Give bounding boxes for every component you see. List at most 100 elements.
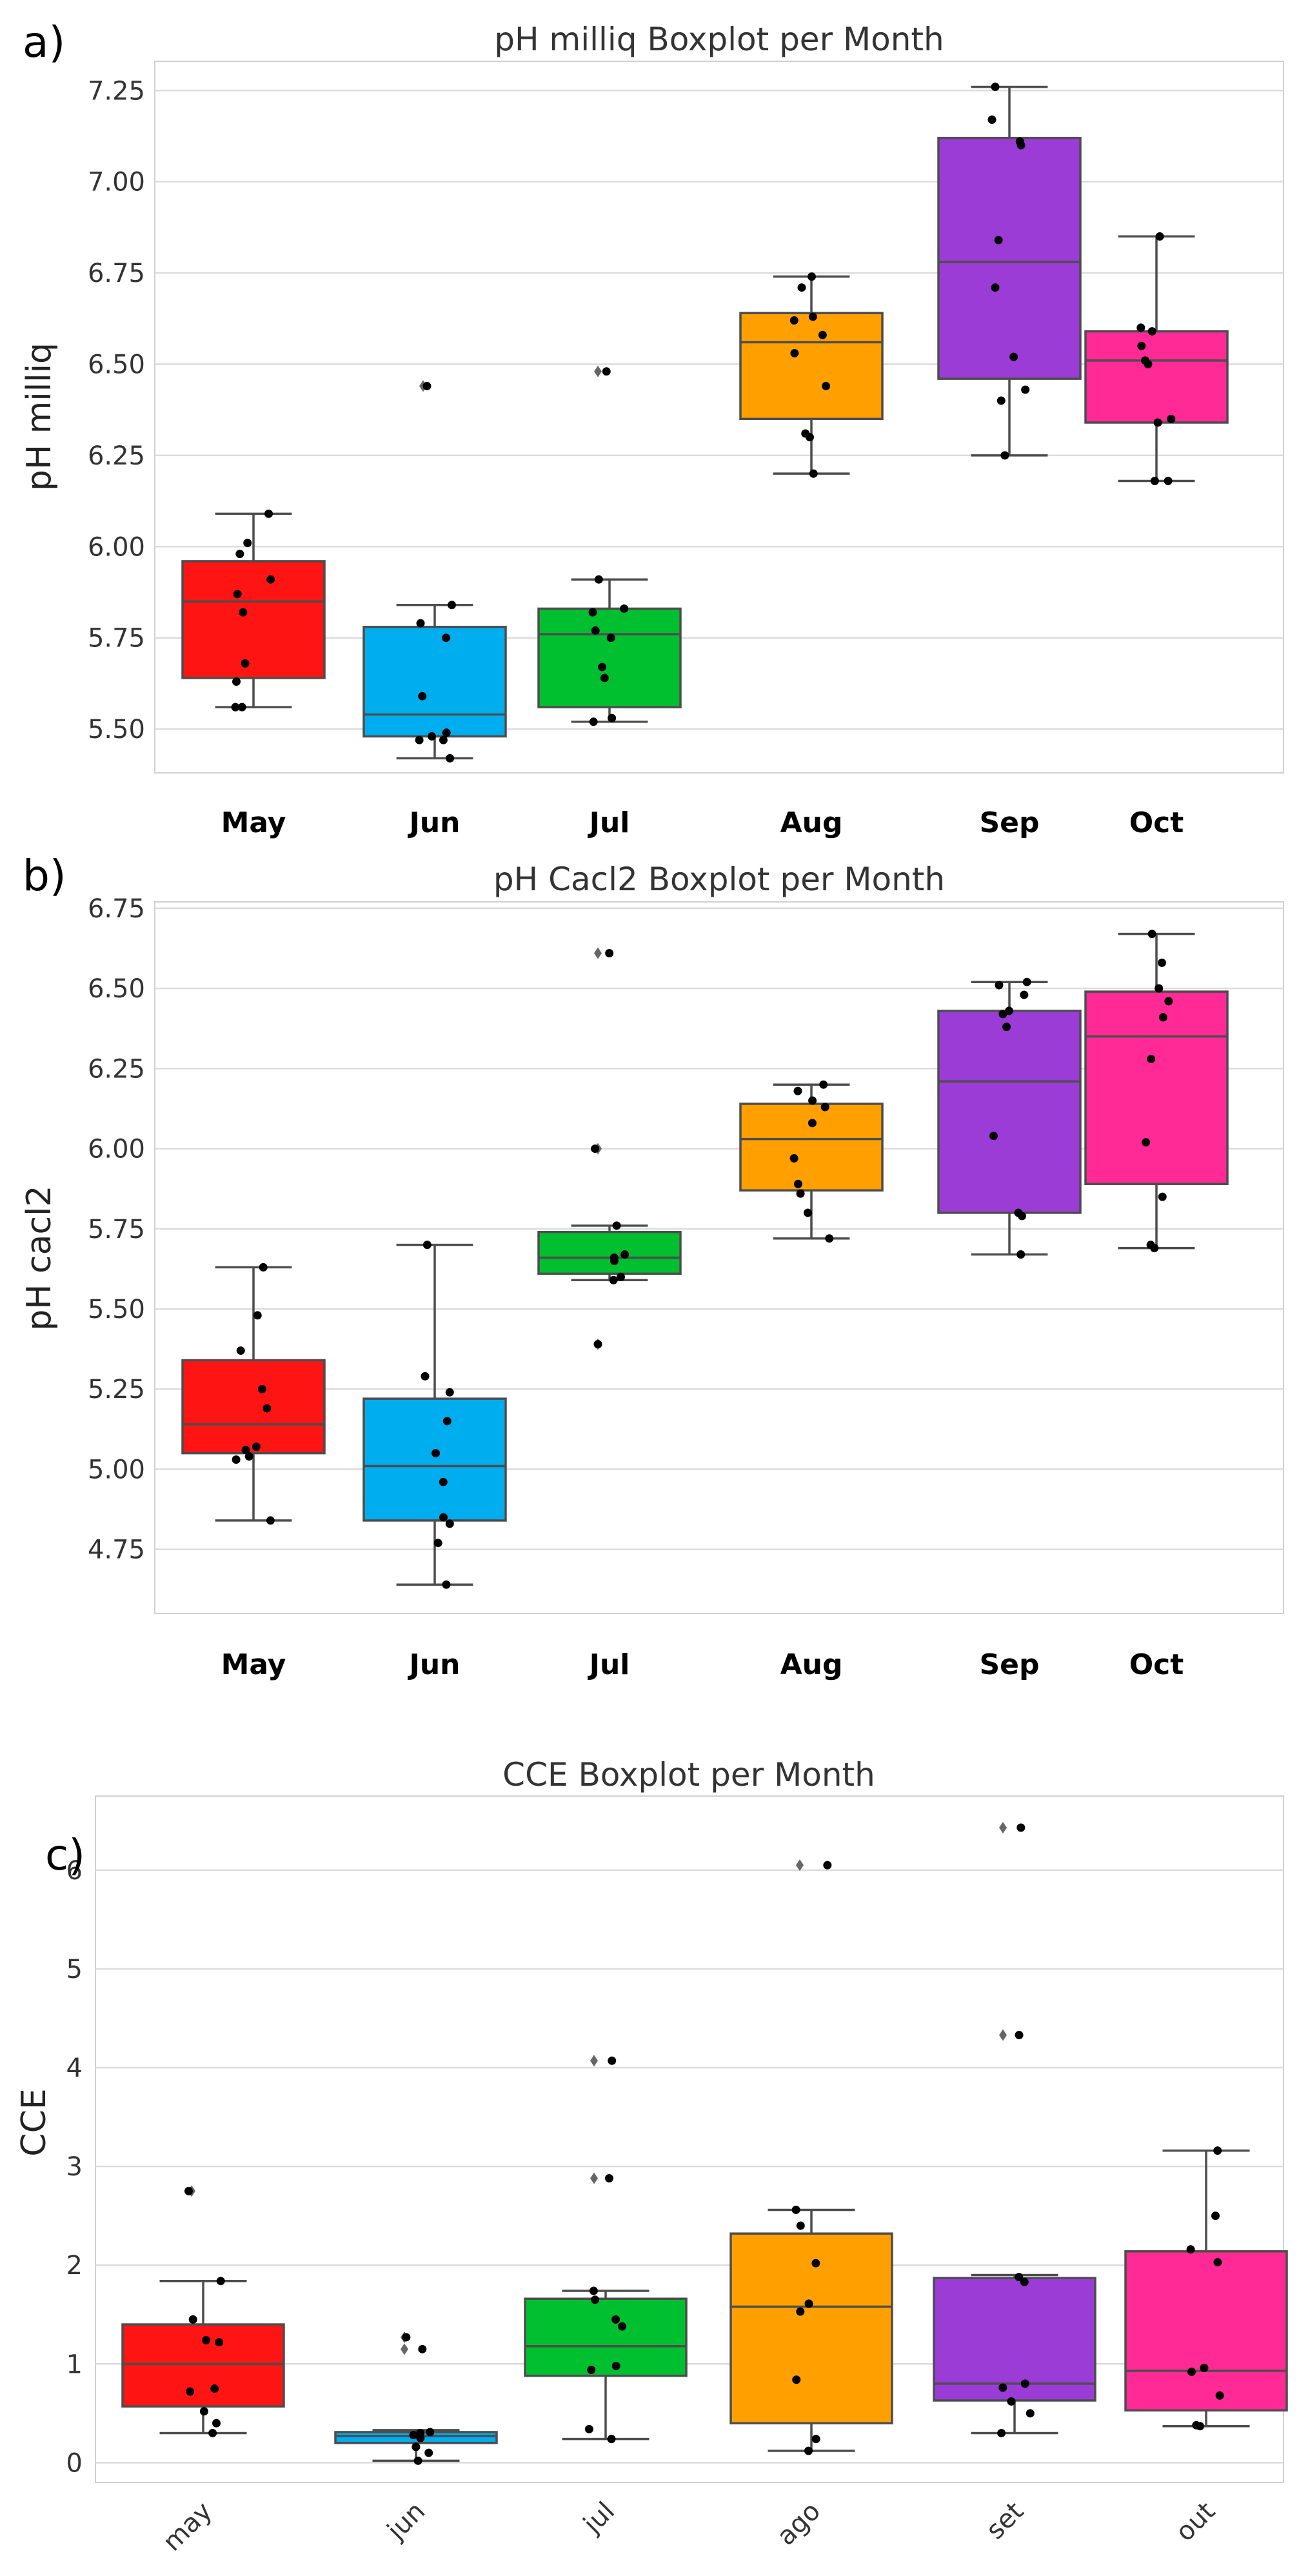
- data-point: [608, 714, 617, 723]
- data-point: [589, 717, 598, 726]
- data-point: [796, 2307, 805, 2316]
- data-point: [212, 2419, 221, 2428]
- data-point: [803, 1208, 812, 1217]
- data-point: [1153, 418, 1162, 427]
- data-point: [188, 2315, 197, 2324]
- data-point: [1015, 137, 1024, 146]
- data-point: [997, 2428, 1006, 2437]
- data-point: [1213, 2258, 1222, 2267]
- data-point: [994, 235, 1003, 245]
- box-may: [121, 2323, 285, 2408]
- x-tick-label: Oct: [1129, 806, 1184, 839]
- y-tick-label: 7.25: [88, 76, 145, 106]
- data-point: [241, 659, 250, 668]
- y-axis-label-b: pH cacl2: [20, 1185, 59, 1330]
- x-tick-label: May: [221, 1648, 286, 1681]
- data-point: [433, 1539, 442, 1548]
- data-point: [215, 2338, 224, 2347]
- data-point: [1020, 2277, 1029, 2286]
- data-point: [808, 1119, 817, 1128]
- data-point: [804, 2446, 813, 2455]
- data-point: [1020, 2379, 1029, 2388]
- data-point: [216, 2277, 225, 2286]
- data-point: [594, 575, 603, 584]
- data-point: [1147, 1054, 1156, 1063]
- y-tick-label: 4.75: [88, 1535, 145, 1565]
- data-point: [1200, 2363, 1209, 2372]
- data-point: [801, 429, 810, 438]
- y-tick-label: 6.50: [88, 974, 145, 1004]
- data-point: [445, 1388, 454, 1397]
- y-tick-label: 6.00: [88, 1135, 145, 1164]
- data-point: [1142, 1138, 1151, 1147]
- data-point: [416, 2428, 425, 2437]
- data-point: [620, 1250, 630, 1259]
- panel-label-a: a): [23, 17, 65, 67]
- data-point: [998, 2383, 1007, 2392]
- data-point: [448, 601, 457, 610]
- y-tick-label: 6.25: [88, 441, 145, 471]
- data-point: [820, 1103, 829, 1112]
- data-point: [602, 367, 611, 376]
- data-point: [1146, 1241, 1155, 1250]
- data-point: [442, 1580, 451, 1589]
- data-point: [995, 981, 1004, 990]
- data-point: [259, 1263, 268, 1272]
- outlier-marker: [594, 947, 602, 959]
- data-point: [239, 608, 248, 617]
- box-jul: [524, 2297, 688, 2377]
- data-point: [1005, 1006, 1014, 1015]
- data-point: [809, 469, 818, 478]
- data-point: [202, 2336, 211, 2345]
- y-tick-label: 6.75: [88, 894, 145, 924]
- data-point: [620, 604, 629, 613]
- data-point: [616, 1272, 625, 1281]
- data-point: [252, 1443, 261, 1452]
- data-point: [611, 2361, 620, 2370]
- data-point: [253, 1311, 262, 1320]
- chart-title-b: pH Cacl2 Boxplot per Month: [493, 861, 945, 898]
- data-point: [1016, 1823, 1026, 1832]
- data-point: [235, 550, 244, 559]
- y-tick-label: 5.75: [88, 1215, 145, 1244]
- data-point: [1211, 2212, 1220, 2221]
- data-point: [591, 2295, 600, 2304]
- data-point: [1016, 1250, 1026, 1259]
- data-point: [186, 2387, 195, 2396]
- data-point: [1150, 476, 1159, 485]
- panel-b-ph-cacl2: 4.75 5.00 5.25 5.50 5.75 6.00 6.25 6.50 6.75 May…: [20, 851, 1284, 1681]
- data-point: [608, 2056, 617, 2065]
- data-point: [991, 283, 1000, 292]
- data-point: [431, 1449, 441, 1458]
- data-point: [208, 2428, 217, 2437]
- x-tick-label: Aug: [780, 806, 843, 839]
- data-point: [606, 634, 615, 643]
- data-point: [1186, 2245, 1195, 2254]
- data-point: [232, 1455, 241, 1464]
- y-tick-label: 6.00: [88, 532, 145, 562]
- box-Jun: [362, 625, 507, 738]
- x-tick-label: May: [221, 806, 286, 839]
- y-tick-label: 0: [66, 2448, 83, 2478]
- y-tick-label: 6.25: [88, 1054, 145, 1084]
- data-point: [998, 1010, 1007, 1019]
- data-point: [793, 1179, 802, 1188]
- y-tick-label: 5.50: [88, 715, 145, 744]
- y-axis-label-a: pH milliq: [20, 343, 59, 491]
- data-point: [811, 2435, 820, 2444]
- data-point: [266, 1516, 275, 1525]
- data-point: [442, 1417, 451, 1426]
- box-Sep: [937, 1010, 1082, 1214]
- data-point: [210, 2384, 219, 2393]
- data-point: [604, 2173, 613, 2182]
- x-tick-label: Jul: [588, 1648, 630, 1681]
- data-point: [1137, 341, 1146, 350]
- data-point: [609, 1275, 618, 1284]
- data-point: [1000, 451, 1009, 460]
- box-Jun: [362, 1397, 507, 1522]
- outlier-marker: [590, 2172, 598, 2184]
- x-tick-label: Sep: [979, 1648, 1039, 1681]
- data-point: [422, 381, 431, 390]
